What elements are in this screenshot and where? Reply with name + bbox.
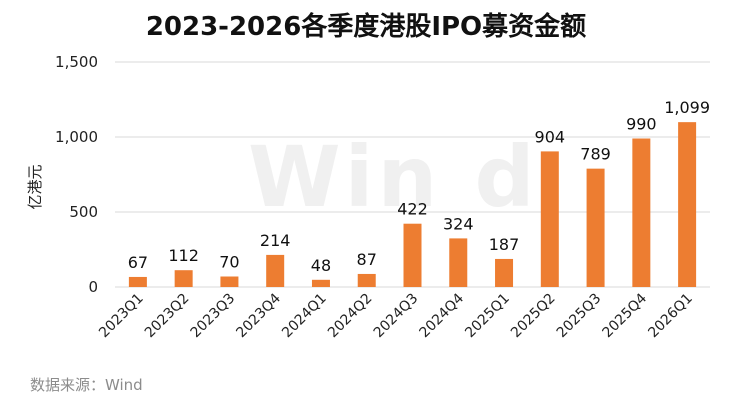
data-label: 87 <box>357 250 377 269</box>
x-tick-label: 2023Q4 <box>233 290 284 341</box>
data-labels: 67 112 70 214 48 87 422 324 187 904 789 990 1,099 <box>128 98 710 275</box>
bar-2024Q4 <box>449 238 468 287</box>
x-axis-ticks: 2023Q12023Q22023Q32023Q42024Q12024Q22024… <box>96 290 696 341</box>
data-label: 214 <box>260 231 291 250</box>
y-tick-label: 500 <box>69 203 98 221</box>
bar-2023Q1 <box>128 276 147 287</box>
y-axis-ticks: 0 500 1,000 1,500 <box>55 53 98 296</box>
y-tick-label: 1,500 <box>55 53 98 71</box>
data-label: 187 <box>489 235 520 254</box>
x-tick-label: 2025Q3 <box>554 291 605 342</box>
bar-2023Q2 <box>174 270 193 287</box>
bar-2026Q1 <box>678 122 697 288</box>
data-label: 904 <box>535 127 566 146</box>
chart-title: 2023-2026各季度港股IPO募资金额 <box>145 12 587 42</box>
bar-2025Q1 <box>495 258 514 287</box>
bar-2025Q4 <box>632 138 651 287</box>
x-tick-label: 2025Q4 <box>600 290 651 341</box>
data-label: 324 <box>443 214 474 233</box>
bar-2024Q2 <box>357 273 376 287</box>
data-label: 422 <box>397 200 428 219</box>
bar-2025Q2 <box>540 151 559 287</box>
data-label: 112 <box>168 246 199 265</box>
data-label: 1,099 <box>664 98 710 117</box>
source-note: 数据来源：Wind <box>30 376 143 394</box>
bar-2024Q3 <box>403 223 422 287</box>
x-tick-label: 2023Q3 <box>188 291 239 342</box>
x-tick-label: 2024Q3 <box>371 291 422 342</box>
data-label: 990 <box>626 115 657 134</box>
data-label: 67 <box>128 253 148 272</box>
x-tick-label: 2023Q2 <box>142 291 193 342</box>
x-tick-label: 2024Q4 <box>416 290 467 341</box>
x-tick-label: 2024Q1 <box>279 291 330 342</box>
x-tick-label: 2023Q1 <box>96 291 147 342</box>
x-tick-label: 2024Q2 <box>325 291 376 342</box>
data-label: 70 <box>219 253 239 272</box>
data-label: 789 <box>580 145 611 164</box>
x-tick-label: 2026Q1 <box>645 291 696 342</box>
bar-2023Q4 <box>266 254 285 287</box>
x-tick-label: 2025Q2 <box>508 291 559 342</box>
y-axis-label: 亿港元 <box>26 164 44 209</box>
bar-2025Q3 <box>586 168 605 287</box>
bar-2024Q1 <box>311 279 330 287</box>
bars <box>128 122 697 288</box>
bar-2023Q3 <box>220 276 239 287</box>
y-tick-label: 1,000 <box>55 128 98 146</box>
x-tick-label: 2025Q1 <box>462 291 513 342</box>
y-tick-label: 0 <box>88 278 98 296</box>
data-label: 48 <box>311 256 331 275</box>
watermark: Win d <box>248 128 539 226</box>
